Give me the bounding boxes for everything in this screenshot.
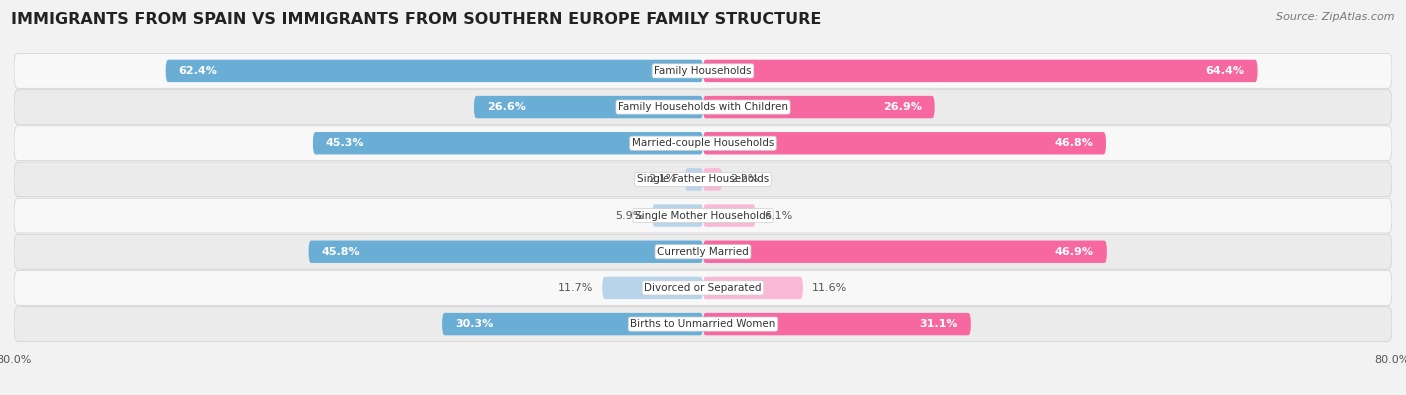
Text: 45.3%: 45.3% xyxy=(326,138,364,148)
Text: 11.6%: 11.6% xyxy=(811,283,846,293)
Text: 5.9%: 5.9% xyxy=(616,211,644,220)
FancyBboxPatch shape xyxy=(14,307,1392,341)
Text: Family Households with Children: Family Households with Children xyxy=(619,102,787,112)
FancyBboxPatch shape xyxy=(14,126,1392,161)
Text: Divorced or Separated: Divorced or Separated xyxy=(644,283,762,293)
Text: 26.9%: 26.9% xyxy=(883,102,922,112)
FancyBboxPatch shape xyxy=(441,313,703,335)
Text: 31.1%: 31.1% xyxy=(920,319,957,329)
FancyBboxPatch shape xyxy=(703,313,970,335)
Text: Married-couple Households: Married-couple Households xyxy=(631,138,775,148)
Text: 30.3%: 30.3% xyxy=(456,319,494,329)
FancyBboxPatch shape xyxy=(703,60,1257,82)
FancyBboxPatch shape xyxy=(685,168,703,191)
FancyBboxPatch shape xyxy=(602,277,703,299)
FancyBboxPatch shape xyxy=(474,96,703,118)
Text: 11.7%: 11.7% xyxy=(558,283,593,293)
FancyBboxPatch shape xyxy=(14,54,1392,88)
FancyBboxPatch shape xyxy=(14,271,1392,305)
Text: Single Father Households: Single Father Households xyxy=(637,175,769,184)
FancyBboxPatch shape xyxy=(703,277,803,299)
FancyBboxPatch shape xyxy=(703,204,755,227)
Text: 2.2%: 2.2% xyxy=(731,175,759,184)
FancyBboxPatch shape xyxy=(166,60,703,82)
Text: IMMIGRANTS FROM SPAIN VS IMMIGRANTS FROM SOUTHERN EUROPE FAMILY STRUCTURE: IMMIGRANTS FROM SPAIN VS IMMIGRANTS FROM… xyxy=(11,12,821,27)
FancyBboxPatch shape xyxy=(703,168,721,191)
Text: Single Mother Households: Single Mother Households xyxy=(636,211,770,220)
FancyBboxPatch shape xyxy=(14,90,1392,124)
FancyBboxPatch shape xyxy=(14,162,1392,197)
FancyBboxPatch shape xyxy=(652,204,703,227)
Text: 45.8%: 45.8% xyxy=(322,247,360,257)
Text: 26.6%: 26.6% xyxy=(486,102,526,112)
FancyBboxPatch shape xyxy=(314,132,703,154)
Text: 6.1%: 6.1% xyxy=(763,211,793,220)
Text: 2.1%: 2.1% xyxy=(648,175,676,184)
Text: 46.8%: 46.8% xyxy=(1054,138,1092,148)
FancyBboxPatch shape xyxy=(14,198,1392,233)
Text: Currently Married: Currently Married xyxy=(657,247,749,257)
Text: 62.4%: 62.4% xyxy=(179,66,218,76)
Text: Births to Unmarried Women: Births to Unmarried Women xyxy=(630,319,776,329)
FancyBboxPatch shape xyxy=(308,241,703,263)
Text: 46.9%: 46.9% xyxy=(1054,247,1094,257)
FancyBboxPatch shape xyxy=(14,234,1392,269)
Text: 64.4%: 64.4% xyxy=(1206,66,1244,76)
Text: Source: ZipAtlas.com: Source: ZipAtlas.com xyxy=(1277,12,1395,22)
FancyBboxPatch shape xyxy=(703,96,935,118)
FancyBboxPatch shape xyxy=(703,241,1107,263)
FancyBboxPatch shape xyxy=(703,132,1107,154)
Text: Family Households: Family Households xyxy=(654,66,752,76)
